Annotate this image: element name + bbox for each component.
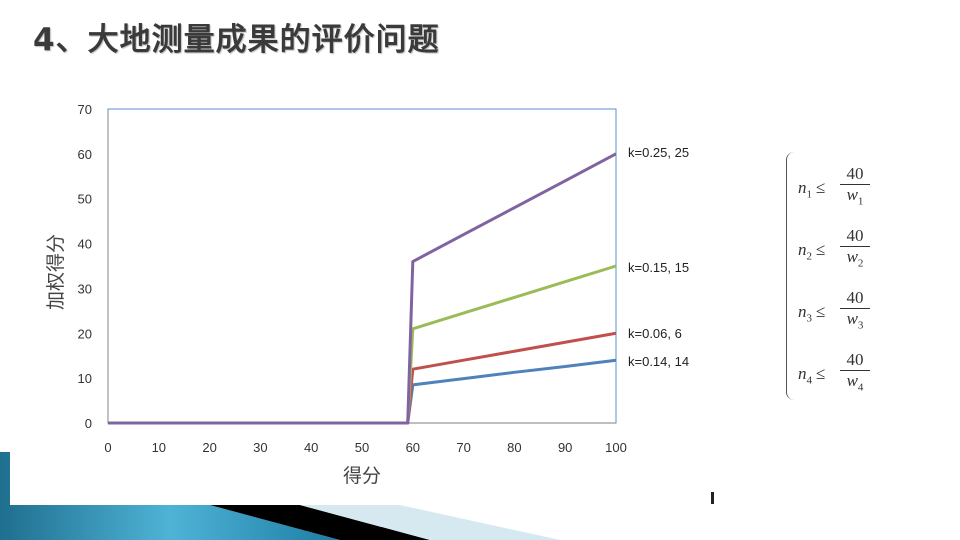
series-lines (108, 152, 617, 425)
formula-row: n4 ≤40 w4 (798, 350, 870, 393)
x-tick-label: 60 (406, 440, 420, 455)
formula-lhs: n2 (798, 240, 812, 263)
slide-title: 4、大地测量成果的评价问题 (33, 22, 440, 58)
x-tick-label: 30 (253, 440, 267, 455)
slide-decoration (0, 452, 560, 540)
y-tick-label: 40 (78, 237, 92, 252)
y-tick-label: 50 (78, 192, 92, 207)
x-tick-label: 90 (558, 440, 572, 455)
decor-light-band (300, 505, 560, 540)
decor-blue-band (0, 452, 340, 540)
x-tick-label: 50 (355, 440, 369, 455)
x-axis-title: 得分 (343, 465, 381, 487)
x-tick-label: 0 (104, 440, 111, 455)
formula-fraction: 40 w1 (840, 164, 870, 211)
left-brace (786, 152, 795, 400)
formula-op: ≤ (816, 364, 826, 383)
x-tick-label: 10 (152, 440, 166, 455)
series-label: k=0.14, 14 (628, 354, 689, 369)
series-labels: k=0.25, 25 k=0.15, 15 k=0.06, 6 k=0.14, 14 (628, 145, 689, 369)
series-label: k=0.25, 25 (628, 145, 689, 160)
y-tick-label: 30 (78, 281, 92, 296)
decor-black-band (210, 505, 430, 540)
y-tick-label: 20 (78, 326, 92, 341)
x-tick-labels: 0 10 20 30 40 50 60 70 80 90 100 (104, 440, 626, 455)
x-tick-label: 40 (304, 440, 318, 455)
formula-lhs: n1 (798, 178, 812, 201)
formula-fraction: 40 w2 (840, 226, 870, 273)
y-tick-label: 60 (78, 147, 92, 162)
formula-row: n3 ≤40 w3 (798, 288, 870, 331)
x-tick-label: 70 (456, 440, 470, 455)
y-tick-labels: 0 10 20 30 40 50 60 70 (78, 102, 92, 431)
series-label: k=0.15, 15 (628, 260, 689, 275)
plot-area (107, 108, 617, 424)
x-tick-label: 80 (507, 440, 521, 455)
y-axis-title: 加权得分 (45, 234, 67, 310)
series-line (108, 152, 617, 425)
formula-op: ≤ (816, 178, 826, 197)
constraint-formula: n1 ≤40 w1 n2 ≤40 w2 n3 ≤40 w3 n4 ≤40 w4 (786, 152, 882, 402)
formula-fraction: 40 w3 (840, 288, 870, 335)
formula-lhs: n3 (798, 302, 812, 325)
series-label: k=0.06, 6 (628, 326, 682, 341)
y-tick-label: 10 (78, 371, 92, 386)
y-tick-label: 70 (78, 102, 92, 117)
formula-fraction: 40 w4 (840, 350, 870, 397)
text-cursor (711, 492, 714, 504)
formula-op: ≤ (816, 240, 826, 259)
x-tick-label: 100 (605, 440, 627, 455)
x-tick-label: 20 (202, 440, 216, 455)
formula-row: n1 ≤40 w1 (798, 164, 870, 207)
formula-lhs: n4 (798, 364, 812, 387)
y-tick-label: 0 (85, 416, 92, 431)
formula-op: ≤ (816, 302, 826, 321)
formula-row: n2 ≤40 w2 (798, 226, 870, 269)
